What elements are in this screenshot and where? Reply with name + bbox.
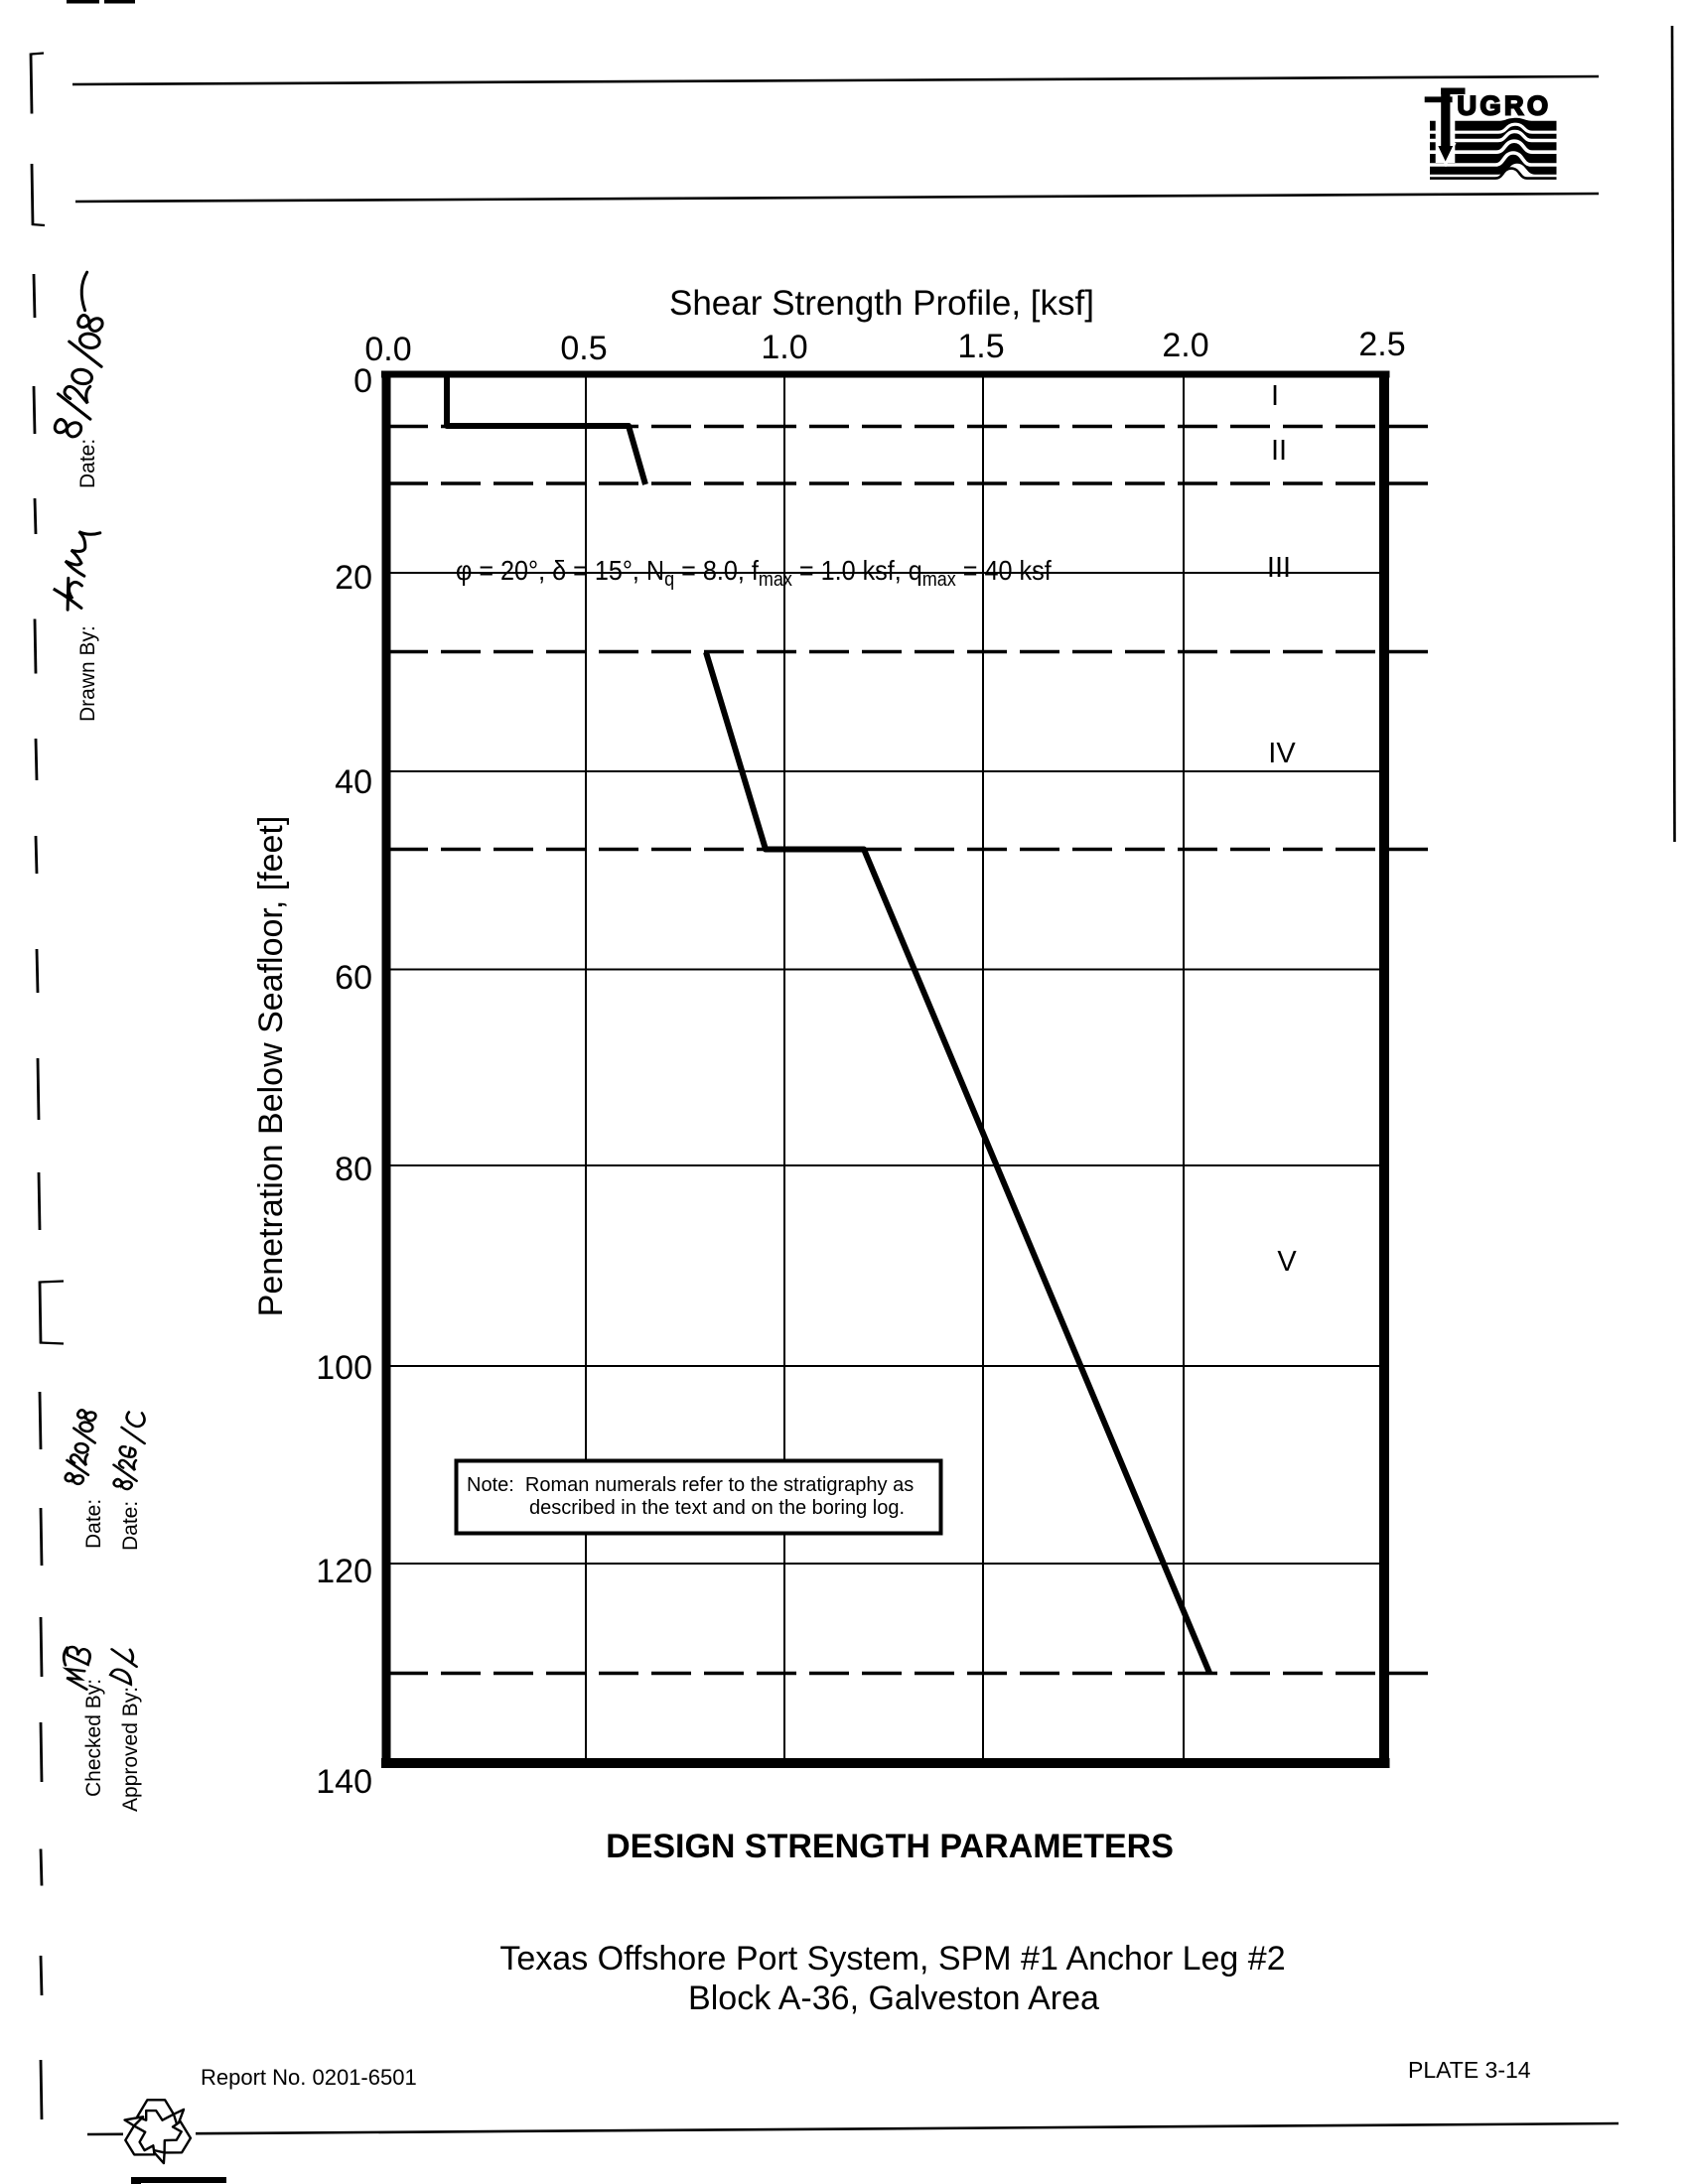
svg-text:II: II [1271, 435, 1287, 467]
svg-text:100: 100 [316, 1349, 372, 1387]
svg-text:2.5: 2.5 [1358, 326, 1405, 363]
svg-text:0: 0 [353, 362, 372, 400]
svg-text:IV: IV [1268, 738, 1296, 769]
svg-text:40: 40 [335, 763, 372, 801]
svg-text:φ = 20°, δ = 15°, Nq = 8.0, fm: φ = 20°, δ = 15°, Nq = 8.0, fmax = 1.0 k… [456, 555, 1052, 591]
svg-text:0.5: 0.5 [560, 330, 607, 367]
svg-text:PLATE 3-14: PLATE 3-14 [1408, 2057, 1531, 2083]
svg-text:20: 20 [335, 559, 372, 597]
svg-text:80: 80 [335, 1151, 372, 1188]
svg-text:120: 120 [316, 1553, 372, 1590]
svg-text:V: V [1277, 1246, 1297, 1278]
svg-text:DESIGN STRENGTH PARAMETERS: DESIGN STRENGTH PARAMETERS [606, 1828, 1174, 1865]
svg-text:0.0: 0.0 [364, 331, 411, 368]
svg-text:60: 60 [335, 959, 372, 997]
svg-text:described in the text and on t: described in the text and on the boring … [529, 1497, 905, 1519]
svg-text:Date:: Date: [76, 439, 99, 488]
svg-text:1.5: 1.5 [957, 328, 1004, 365]
svg-text:Penetration Below Seafloor, [f: Penetration Below Seafloor, [feet] [252, 816, 290, 1317]
svg-text:I: I [1271, 380, 1279, 412]
svg-text:2.0: 2.0 [1162, 327, 1208, 364]
svg-text:Checked By:: Checked By: [82, 1679, 105, 1797]
svg-text:Drawn By:: Drawn By: [76, 625, 99, 722]
svg-text:Date:: Date: [119, 1501, 142, 1551]
svg-text:140: 140 [316, 1763, 372, 1801]
svg-text:Date:: Date: [82, 1499, 105, 1549]
svg-text:Texas Offshore Port System, SP: Texas Offshore Port System, SPM #1 Ancho… [499, 1940, 1285, 1978]
svg-text:Shear Strength Profile, [ksf]: Shear Strength Profile, [ksf] [669, 284, 1094, 323]
svg-text:Note: Roman numerals refer to: Note: Roman numerals refer to the strati… [467, 1474, 914, 1496]
svg-text:1.0: 1.0 [761, 329, 807, 366]
svg-text:Block A-36, Galveston Area: Block A-36, Galveston Area [688, 1979, 1099, 2017]
svg-text:Approved By:: Approved By: [119, 1687, 142, 1812]
svg-text:III: III [1267, 552, 1291, 584]
svg-text:Report No. 0201-6501: Report No. 0201-6501 [201, 2065, 417, 2090]
svg-text:UGRO: UGRO [1458, 91, 1552, 121]
